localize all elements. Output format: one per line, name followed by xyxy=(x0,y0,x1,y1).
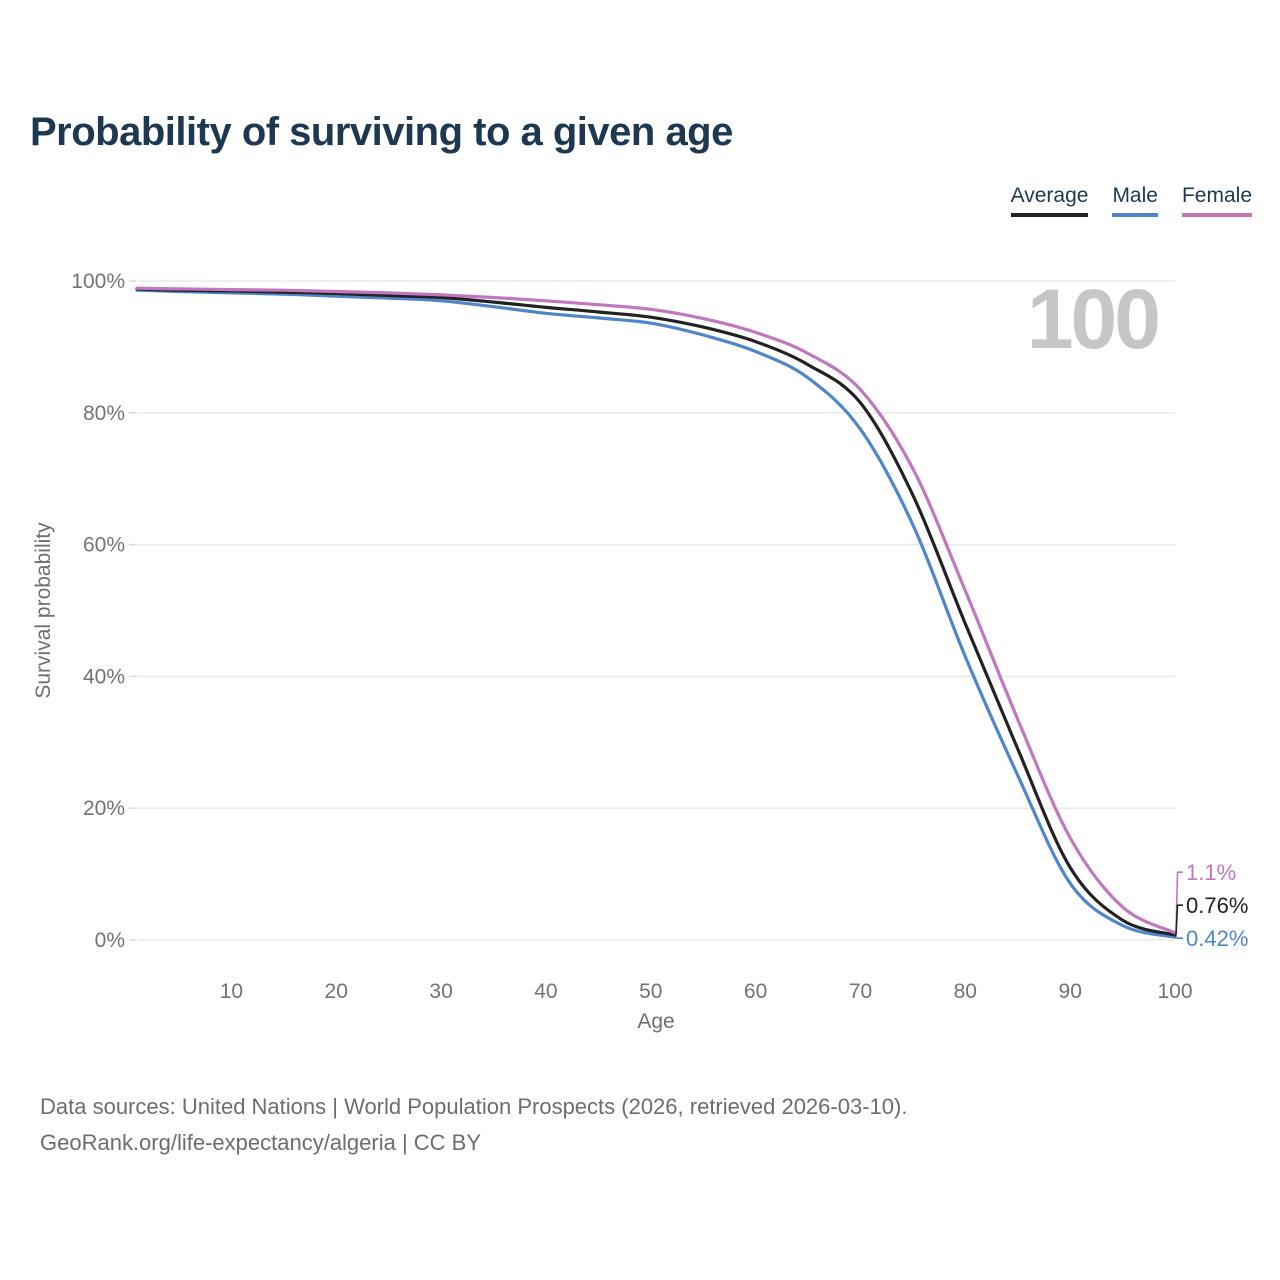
attribution-line: GeoRank.org/life-expectancy/algeria | CC… xyxy=(40,1130,482,1155)
footer: Data sources: United Nations | World Pop… xyxy=(40,1089,907,1161)
end-label-connector-average xyxy=(1175,904,1183,936)
x-tick-label-100: 100 xyxy=(1157,980,1192,1003)
data-sources-line: Data sources: United Nations | World Pop… xyxy=(40,1094,908,1119)
x-tick-label-80: 80 xyxy=(954,980,977,1003)
y-tick-label-100: 100% xyxy=(71,270,125,293)
end-label-connector-male xyxy=(1175,936,1183,939)
end-label-female: 1.1% xyxy=(1186,860,1236,885)
x-axis-title: Age xyxy=(637,1010,674,1033)
y-tick-label-80: 80% xyxy=(83,402,125,425)
legend-item-average[interactable]: Average xyxy=(1010,184,1089,217)
end-label-average: 0.76% xyxy=(1186,893,1248,918)
x-tick-label-20: 20 xyxy=(325,980,348,1003)
end-label-male: 0.42% xyxy=(1186,926,1248,951)
x-tick-label-70: 70 xyxy=(849,980,872,1003)
y-tick-label-0: 0% xyxy=(95,929,125,952)
legend-item-female[interactable]: Female xyxy=(1181,184,1252,217)
page-title: Probability of surviving to a given age xyxy=(30,110,733,154)
x-tick-label-10: 10 xyxy=(220,980,243,1003)
x-tick-label-60: 60 xyxy=(744,980,767,1003)
x-tick-label-30: 30 xyxy=(429,980,452,1003)
legend-item-male[interactable]: Male xyxy=(1112,184,1158,217)
y-axis-title: Survival probability xyxy=(32,522,55,699)
x-tick-label-40: 40 xyxy=(534,980,557,1003)
series-line-male[interactable] xyxy=(135,288,1177,939)
watermark-age-counter: 100 xyxy=(1027,272,1158,366)
series-line-female[interactable] xyxy=(135,286,1177,935)
y-tick-label-20: 20% xyxy=(83,797,125,820)
y-tick-label-60: 60% xyxy=(83,534,125,557)
x-tick-label-90: 90 xyxy=(1059,980,1082,1003)
series-line-average[interactable] xyxy=(135,287,1177,937)
legend: Average Male Female xyxy=(1010,184,1252,217)
y-tick-label-40: 40% xyxy=(83,665,125,688)
x-tick-label-50: 50 xyxy=(639,980,662,1003)
